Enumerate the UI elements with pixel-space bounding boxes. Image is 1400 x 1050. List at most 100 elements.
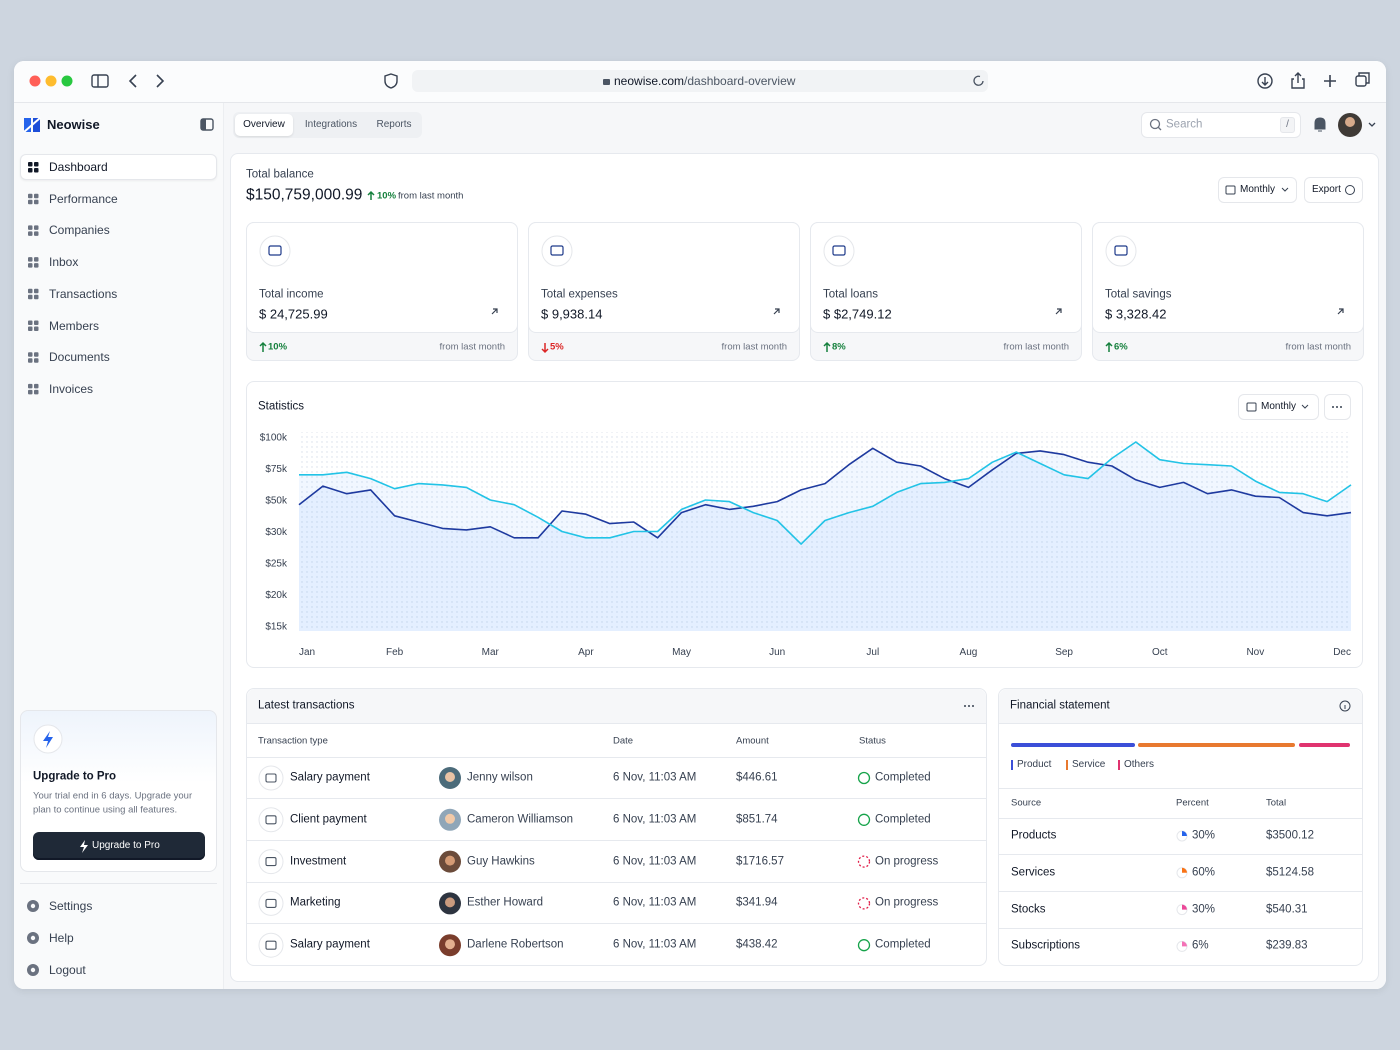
nav-item[interactable]: Members [49, 318, 100, 333]
transaction-type: Client payment [290, 813, 367, 826]
metric-label: Total income [259, 288, 324, 301]
transaction-amount: $851.74 [736, 813, 778, 826]
upgrade-button-label[interactable]: Upgrade to Pro [92, 840, 160, 851]
row-rule [247, 923, 986, 925]
nav-item[interactable]: Companies [49, 223, 110, 238]
transaction-status: Completed [875, 938, 931, 951]
metric-amount: $ $2,749.12 [823, 306, 892, 322]
transaction-amount: $438.42 [736, 938, 778, 951]
metric-amount: $ 9,938.14 [541, 306, 603, 322]
upgrade-button[interactable] [33, 832, 205, 860]
column-header: Status [859, 735, 886, 747]
footer-nav-item[interactable]: Settings [49, 899, 93, 913]
nav-item[interactable]: Transactions [49, 286, 118, 301]
metric-note: from last month [1285, 341, 1351, 353]
row-rule [247, 839, 986, 841]
nav-item[interactable]: Documents [49, 350, 110, 365]
person-name: Guy Hawkins [467, 854, 535, 867]
transaction-type: Salary payment [290, 771, 370, 784]
shortcut-key [1280, 117, 1295, 133]
row-rule [999, 890, 1362, 892]
footer-nav-item[interactable]: Logout [49, 963, 86, 977]
metric-label: Total savings [1105, 288, 1172, 301]
transaction-type: Marketing [290, 896, 341, 909]
metric-note: from last month [721, 341, 787, 353]
balance-note: from last month [398, 190, 464, 202]
transactions-header [247, 689, 986, 724]
url-bar[interactable] [412, 70, 988, 92]
total: $540.31 [1266, 902, 1308, 915]
period-label[interactable]: Monthly [1240, 184, 1276, 195]
nav-item[interactable]: Invoices [49, 381, 94, 396]
transaction-status: Completed [875, 813, 931, 826]
url[interactable]: neowise.com/dashboard-overview [614, 75, 795, 87]
financial-title: Financial statement [1010, 699, 1110, 712]
transaction-type: Investment [290, 854, 347, 867]
sidebar-separator [20, 883, 217, 884]
row-rule [999, 927, 1362, 929]
upgrade-title: Upgrade to Pro [33, 770, 117, 783]
balance-label: Total balance [246, 168, 314, 181]
column-header: Transaction type [258, 735, 328, 747]
legend-label: Service [1072, 759, 1106, 770]
tab[interactable]: Reports [376, 119, 412, 130]
column-header: Amount [736, 735, 769, 747]
url-path: /dashboard-overview [684, 74, 796, 88]
transaction-date: 6 Nov, 11:03 AM [613, 771, 697, 784]
financial-rule [999, 788, 1362, 789]
financial-rule [999, 818, 1362, 819]
financial-header [999, 689, 1362, 724]
metric-change: 5% [550, 341, 564, 353]
total: $5124.58 [1266, 866, 1314, 879]
transaction-date: 6 Nov, 11:03 AM [613, 896, 697, 909]
metric-label: Total loans [823, 288, 878, 301]
nav-item[interactable]: Performance [49, 191, 118, 206]
row-rule [247, 798, 986, 799]
column-header: Total [1266, 797, 1287, 809]
nav-item[interactable]: Inbox [49, 255, 79, 270]
export-label[interactable]: Export [1312, 184, 1341, 195]
transaction-status: On progress [875, 854, 939, 867]
chart-menu-button[interactable] [1324, 394, 1351, 420]
transaction-amount: $341.94 [736, 896, 778, 909]
upgrade-text: Your trial end in 6 days. Upgrade your [33, 790, 193, 802]
metric-note: from last month [439, 341, 505, 353]
source: Subscriptions [1011, 939, 1081, 952]
percent: 6% [1192, 939, 1209, 952]
balance-amount: $150,759,000.99 [246, 186, 363, 204]
metric-change: 6% [1114, 341, 1128, 353]
tab-active [235, 114, 293, 136]
column-header: Date [613, 735, 634, 747]
tab[interactable]: Integrations [304, 119, 358, 130]
total: $239.83 [1266, 939, 1308, 952]
metric-amount: $ 3,328.42 [1105, 306, 1167, 322]
transactions-card [246, 688, 987, 966]
percent: 60% [1192, 866, 1216, 879]
search-box[interactable] [1141, 112, 1301, 138]
tab[interactable]: Overview [243, 119, 285, 130]
total: $3500.12 [1266, 829, 1314, 842]
transaction-date: 6 Nov, 11:03 AM [613, 938, 697, 951]
column-header: Source [1011, 797, 1042, 809]
percent: 30% [1192, 902, 1216, 915]
shortcut-label: / [1286, 119, 1289, 130]
nav-item[interactable]: Dashboard [49, 160, 108, 174]
row-rule [247, 881, 986, 883]
person-name: Darlene Robertson [467, 938, 564, 951]
metric-card-top [810, 222, 1082, 333]
transaction-status: On progress [875, 896, 939, 909]
nav-active-background [20, 154, 217, 180]
url-host: neowise.com [614, 74, 685, 88]
statistics-card [246, 381, 1363, 668]
metric-label: Total expenses [541, 288, 618, 301]
search-placeholder: Search [1166, 118, 1203, 131]
person-name: Esther Howard [467, 896, 544, 909]
person-name: Cameron Williamson [467, 813, 574, 826]
metric-amount: $ 24,725.99 [259, 306, 328, 322]
chart-period-label[interactable]: Monthly [1261, 401, 1297, 412]
brand-name: Neowise [47, 117, 100, 132]
metric-note: from last month [1003, 341, 1069, 353]
metric-card-top [246, 222, 518, 333]
balance-change: 10% [377, 190, 397, 202]
footer-nav-item[interactable]: Help [49, 931, 74, 945]
